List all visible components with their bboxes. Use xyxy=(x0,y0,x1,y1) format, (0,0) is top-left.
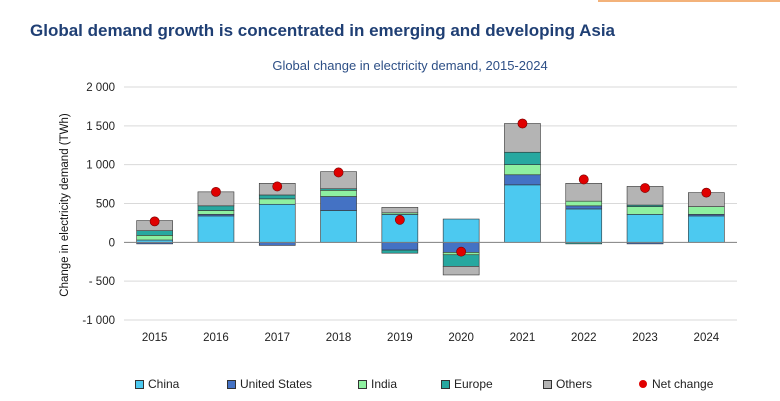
net-change-marker-2021 xyxy=(517,118,528,129)
legend-swatch-china xyxy=(135,379,144,389)
bar-united-states-2021 xyxy=(504,174,541,186)
legend-swatch-india xyxy=(358,379,367,389)
bar-others-2022 xyxy=(565,183,603,202)
bar-china-2017 xyxy=(258,203,296,243)
legend-label-others: Others xyxy=(556,377,593,391)
legend-item-united-states: United States xyxy=(227,377,312,391)
page-title: Global demand growth is concentrated in … xyxy=(30,21,616,40)
bar-india-2015 xyxy=(136,235,173,241)
net-change-marker-2017 xyxy=(272,181,283,192)
bar-europe-2016 xyxy=(197,205,235,211)
bar-europe-2015 xyxy=(136,230,173,236)
net-change-marker-2016 xyxy=(211,186,221,197)
bar-others-2019 xyxy=(381,207,419,214)
legend-label-india: India xyxy=(371,377,398,391)
net-change-markers xyxy=(149,118,712,257)
y-axis-ticks: 2 000 1 500 1 000 500 0 - 500 -1 000 xyxy=(82,82,115,327)
legend-label-europe: Europe xyxy=(454,377,493,391)
net-change-marker-2023 xyxy=(640,183,650,193)
bar-china-2024 xyxy=(688,215,725,243)
bar-india-2023 xyxy=(626,206,664,215)
bar-china-2020 xyxy=(442,218,480,243)
bar-india-2018 xyxy=(320,189,357,197)
legend-swatch-united-states xyxy=(227,379,236,389)
bar-china-2023 xyxy=(626,214,664,243)
bar-europe-2017 xyxy=(258,194,296,200)
y-tick-label: -1 000 xyxy=(82,315,115,327)
x-tick-label: 2020 xyxy=(448,332,474,344)
legend-item-india: India xyxy=(358,377,397,391)
bar-india-2021 xyxy=(504,164,541,176)
bar-india-2022 xyxy=(565,200,603,207)
x-tick-label: 2016 xyxy=(203,332,229,344)
legend: China United States India Europe Others … xyxy=(135,377,755,393)
x-axis-ticks: 2015 2016 2017 2018 2019 2020 2021 2022 2023 2024 xyxy=(142,332,720,344)
bar-united-states-2018 xyxy=(320,196,357,211)
bar-europe-2021 xyxy=(504,151,541,165)
y-axis-title: Change in electricity demand (TWh) xyxy=(59,113,71,297)
bar-united-states-2019 xyxy=(381,242,419,251)
x-tick-label: 2023 xyxy=(632,332,658,344)
legend-label-china: China xyxy=(148,377,180,391)
legend-item-others: Others xyxy=(543,377,592,391)
legend-item-europe: Europe xyxy=(441,377,493,391)
top-accent-line xyxy=(598,0,780,2)
net-change-marker-2018 xyxy=(333,167,344,178)
legend-swatch-europe xyxy=(441,379,450,389)
net-change-marker-2024 xyxy=(701,187,712,198)
y-tick-label: 0 xyxy=(109,237,115,249)
y-tick-label: 2 000 xyxy=(86,82,115,94)
bar-others-2020 xyxy=(442,266,480,276)
legend-label-net-change: Net change xyxy=(652,377,714,391)
legend-item-china: China xyxy=(135,377,179,391)
x-tick-label: 2018 xyxy=(326,332,352,344)
gridlines xyxy=(124,86,737,321)
net-change-marker-2020 xyxy=(456,246,467,257)
bar-united-states-2022 xyxy=(565,205,603,210)
y-tick-label: 1 000 xyxy=(86,160,115,172)
x-tick-label: 2017 xyxy=(264,332,290,344)
bar-china-2018 xyxy=(320,210,357,243)
bar-china-2016 xyxy=(197,215,235,243)
legend-label-united-states: United States xyxy=(240,377,313,391)
net-change-marker-2015 xyxy=(149,216,160,227)
legend-item-net-change: Net change xyxy=(639,377,713,391)
legend-dot-net-change xyxy=(639,380,647,388)
bar-india-2016 xyxy=(197,210,235,215)
y-tick-label: 1 500 xyxy=(86,121,115,133)
bar-europe-2019 xyxy=(381,249,419,254)
x-tick-label: 2021 xyxy=(510,332,536,344)
x-tick-label: 2024 xyxy=(694,332,720,344)
y-tick-label: 500 xyxy=(96,199,115,211)
bar-india-2024 xyxy=(688,206,725,215)
x-tick-label: 2019 xyxy=(387,332,413,344)
x-tick-label: 2022 xyxy=(571,332,597,344)
x-tick-label: 2015 xyxy=(142,332,168,344)
bars xyxy=(136,123,725,276)
y-tick-label: - 500 xyxy=(89,276,115,288)
net-change-marker-2022 xyxy=(578,174,589,185)
bar-china-2022 xyxy=(565,208,603,243)
bar-china-2021 xyxy=(504,184,541,243)
chart-title: Global change in electricity demand, 201… xyxy=(272,58,548,73)
bar-india-2017 xyxy=(258,198,296,205)
legend-swatch-others xyxy=(543,379,552,389)
net-change-marker-2019 xyxy=(394,214,405,225)
